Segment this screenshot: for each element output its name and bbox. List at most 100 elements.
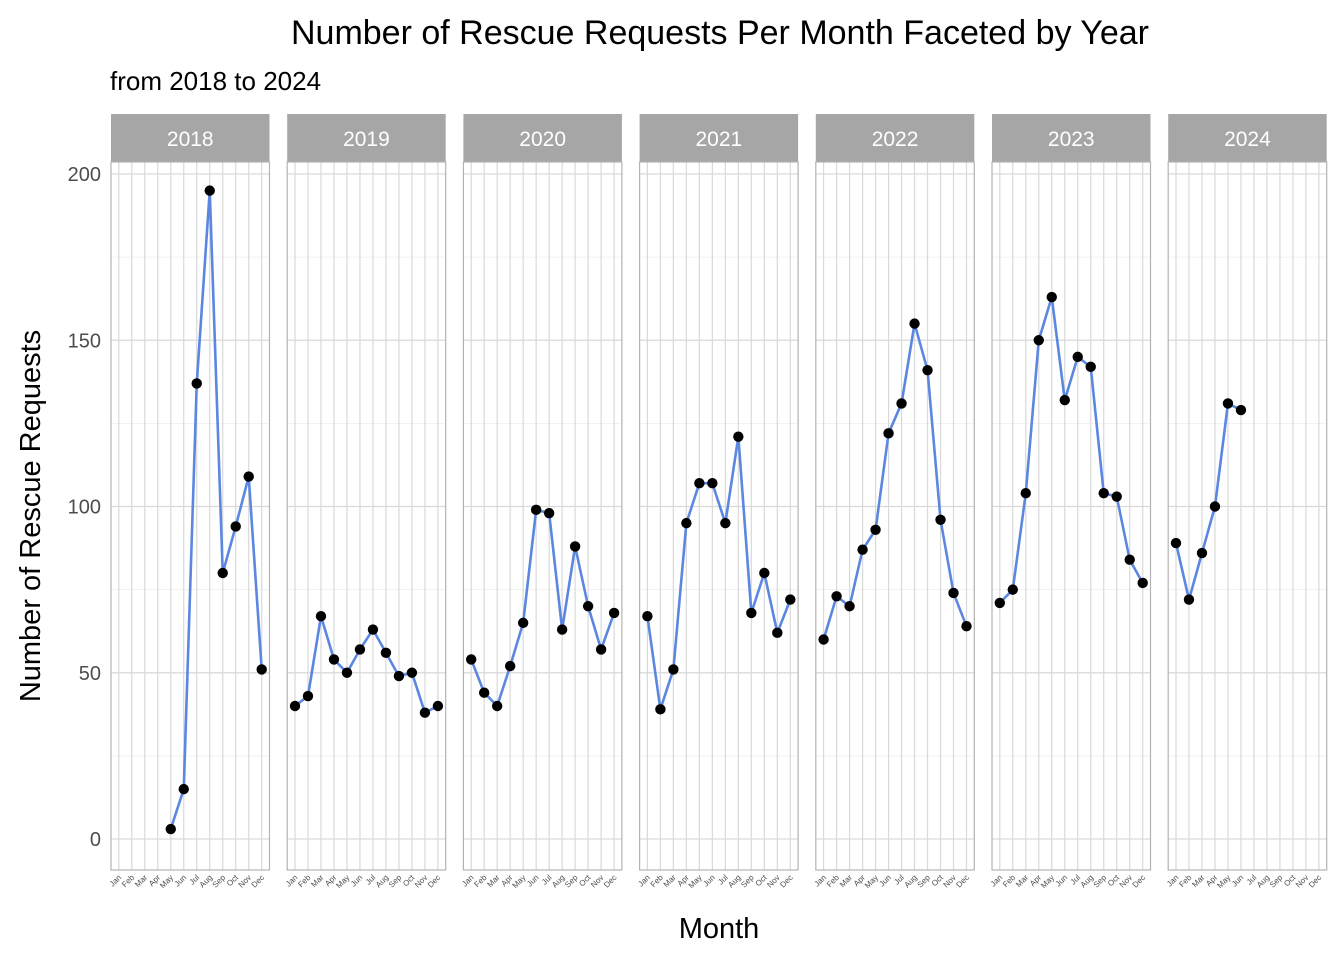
data-point: [1046, 291, 1057, 303]
series-line: [169, 189, 263, 830]
x-tick-label: Jun: [525, 873, 540, 888]
facet-strip-label: 2018: [167, 128, 214, 151]
facet-strip: [815, 114, 975, 162]
data-point: [681, 517, 692, 529]
data-point: [1222, 398, 1234, 409]
data-point: [478, 687, 490, 698]
data-point: [1124, 554, 1135, 565]
series-line: [1174, 402, 1242, 601]
chart-title: Number of Rescue Requests Per Month Face…: [291, 14, 1149, 52]
series-line: [822, 322, 968, 640]
data-point: [707, 478, 718, 489]
data-point: [1196, 547, 1208, 559]
facet-strip-label: 2023: [1048, 128, 1095, 151]
y-tick-label: 100: [68, 497, 101, 519]
x-tick-label: Jun: [349, 873, 364, 888]
data-point: [642, 611, 653, 622]
x-tick-label: Dec: [250, 873, 266, 889]
data-point: [341, 667, 353, 678]
x-tick-label: Dec: [426, 873, 442, 889]
data-point: [191, 378, 202, 389]
data-point: [733, 431, 744, 442]
data-point: [556, 624, 568, 635]
panel-border: [815, 161, 975, 871]
data-point: [883, 428, 894, 439]
data-point: [1072, 351, 1083, 363]
data-point: [217, 567, 228, 579]
x-tick-label: Jun: [1054, 873, 1069, 888]
data-point: [243, 471, 254, 482]
data-point: [1111, 491, 1122, 502]
data-point: [1170, 537, 1182, 549]
data-point: [406, 667, 418, 678]
facet-strip: [639, 114, 799, 162]
x-tick-label: Dec: [602, 873, 618, 889]
series-line: [294, 614, 439, 714]
data-point: [582, 601, 594, 612]
data-point: [256, 664, 267, 675]
data-point: [772, 627, 783, 639]
facet-strip-label: 2020: [519, 128, 566, 151]
panel-border: [286, 161, 447, 871]
data-point: [380, 647, 392, 658]
panel-border: [1167, 161, 1328, 871]
data-point: [465, 654, 477, 665]
data-point: [569, 541, 581, 552]
y-axis-title: Number of Rescue Requests: [15, 330, 47, 702]
data-point: [668, 664, 679, 675]
x-tick-label: Jun: [173, 873, 188, 888]
data-point: [393, 670, 405, 682]
y-tick-label: 200: [68, 164, 101, 186]
data-point: [896, 398, 907, 409]
x-axis-title: Month: [679, 913, 760, 945]
data-point: [1137, 577, 1148, 589]
series-line: [998, 295, 1144, 604]
x-tick-label: Dec: [1307, 873, 1323, 889]
data-point: [746, 607, 757, 619]
data-point: [922, 364, 933, 376]
data-point: [1059, 394, 1070, 406]
data-point: [302, 690, 314, 702]
data-point: [543, 507, 555, 519]
data-point: [432, 700, 444, 712]
data-point: [491, 700, 503, 712]
data-point: [530, 504, 542, 516]
data-point: [655, 704, 666, 715]
data-point: [367, 624, 379, 635]
data-point: [935, 514, 946, 525]
data-point: [1033, 335, 1044, 346]
facet-strip: [1168, 114, 1327, 162]
panel-border: [110, 161, 271, 871]
x-tick-label: Jun: [877, 873, 892, 888]
data-point: [1020, 488, 1031, 499]
facet-strip: [463, 114, 622, 162]
data-point: [785, 594, 796, 605]
data-point: [1007, 584, 1018, 595]
data-point: [517, 617, 529, 629]
facet-strip: [287, 114, 446, 162]
x-tick-label: Jun: [1230, 873, 1245, 888]
facet-strip-label: 2022: [872, 128, 919, 151]
series-line: [646, 435, 792, 711]
panel-border: [462, 161, 623, 871]
data-point: [961, 621, 972, 632]
data-point: [165, 823, 176, 835]
y-tick-label: 150: [68, 330, 101, 352]
facet-strip: [992, 114, 1151, 162]
data-point: [419, 707, 431, 718]
data-point: [504, 660, 516, 672]
chart-subtitle: from 2018 to 2024: [110, 66, 321, 96]
facet-strip: [111, 114, 270, 162]
x-tick-label: Dec: [778, 873, 794, 889]
data-point: [230, 521, 241, 532]
data-point: [857, 544, 868, 555]
data-point: [315, 611, 327, 622]
data-point: [1183, 594, 1195, 605]
